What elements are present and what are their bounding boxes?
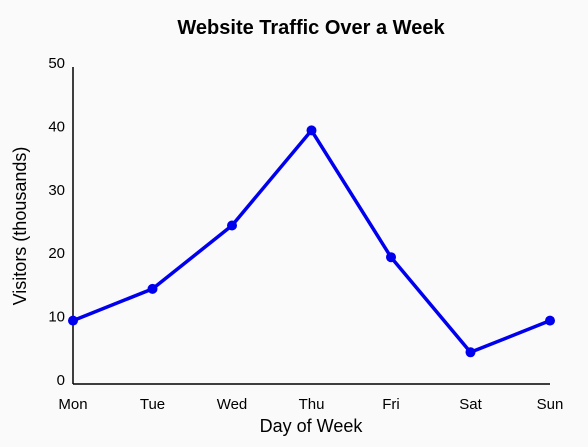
chart-title: Website Traffic Over a Week — [177, 17, 445, 39]
data-point — [147, 283, 158, 294]
y-tick-label: 10 — [48, 309, 65, 326]
y-axis-title: Visitors (thousands) — [10, 147, 30, 306]
y-tick-label: 20 — [48, 245, 65, 262]
y-tick-labels: 0 10 20 30 40 50 — [48, 55, 65, 389]
y-tick-label: 30 — [48, 182, 65, 199]
x-tick-label: Sat — [459, 396, 482, 413]
data-point — [68, 315, 78, 326]
y-tick-label: 0 — [57, 372, 65, 389]
data-points — [68, 125, 555, 358]
data-point — [386, 252, 396, 263]
x-tick-label: Mon — [58, 396, 87, 413]
x-tick-label: Thu — [299, 396, 325, 413]
x-axis-title: Day of Week — [260, 416, 364, 436]
x-tick-labels: Mon Tue Wed Thu Fri Sat Sun — [58, 396, 563, 413]
x-tick-label: Tue — [140, 396, 165, 413]
data-point — [545, 315, 555, 326]
x-tick-label: Sun — [537, 396, 564, 413]
y-tick-label: 40 — [48, 118, 65, 135]
data-point — [306, 125, 317, 136]
data-point — [227, 220, 237, 231]
x-tick-label: Wed — [217, 396, 248, 413]
x-tick-label: Fri — [382, 396, 400, 413]
series-line — [72, 128, 551, 355]
y-tick-label: 50 — [48, 55, 65, 72]
data-point — [465, 347, 476, 358]
